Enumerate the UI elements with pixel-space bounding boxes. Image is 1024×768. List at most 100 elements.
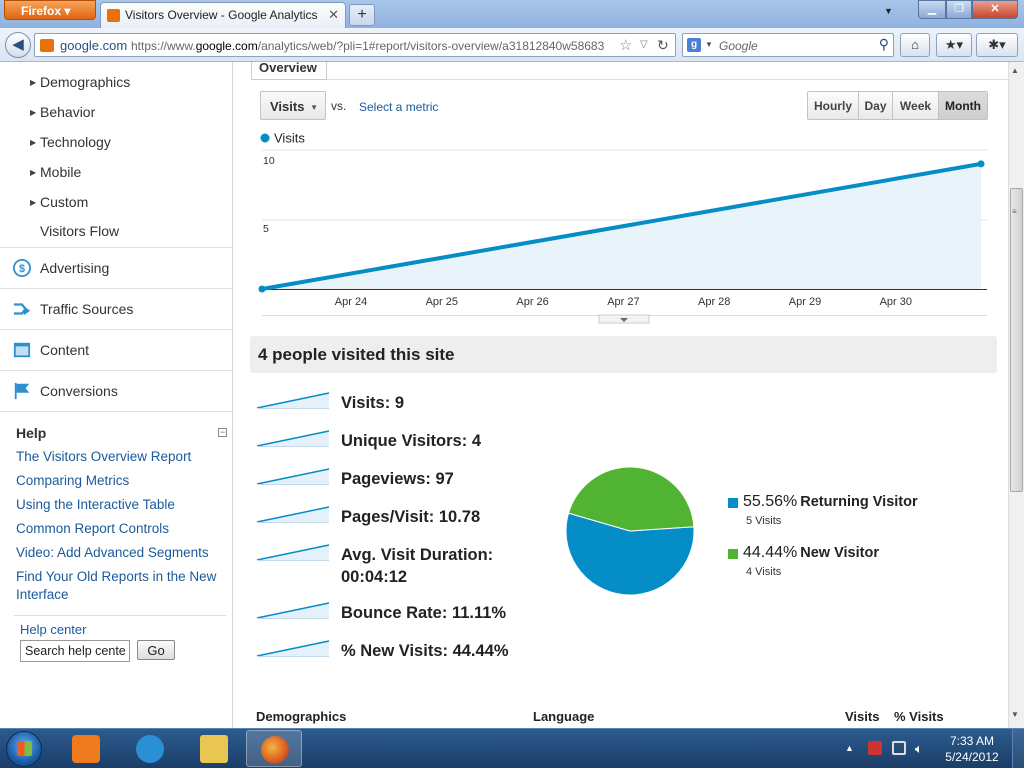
range-month-button[interactable]: Month [938,92,987,119]
tab-list-chevron-down-icon[interactable]: ▼ [884,6,893,16]
sidebar-item-mobile[interactable]: ▶ Mobile [30,164,81,180]
data-point-end[interactable] [977,160,985,168]
sidebar-section-content[interactable]: Content [0,329,232,370]
window-minimize-button[interactable]: ▁ [918,0,946,19]
window-titlebar: Firefox ▾ Visitors Overview - Google Ana… [0,0,1024,28]
dollar-icon: $ [13,259,31,277]
help-link-report-controls[interactable]: Common Report Controls [16,521,170,536]
tab-overview[interactable]: Overview [251,62,327,80]
new-tab-button[interactable]: + [349,4,375,26]
start-button[interactable] [6,731,42,767]
metric-text: Pageviews: 97 [341,468,454,490]
help-collapse-icon[interactable]: − [218,427,227,437]
search-magnifier-icon[interactable]: ⚲ [878,36,889,52]
legend-label: New Visitor [800,545,879,561]
metric-text: Bounce Rate: 11.11% [341,602,506,624]
url-prefix: https://www. [131,39,196,53]
data-point-start[interactable] [258,285,266,293]
clock-date[interactable]: 5/24/2012 [945,750,999,764]
window-maximize-button[interactable]: ❐ [946,0,972,19]
search-bar[interactable]: g ▼ Google ⚲ [682,33,894,57]
metric-label: Avg. Visit Duration: [341,546,494,564]
metric-select[interactable]: Visits ▼ [260,91,326,120]
sidebar-item-custom[interactable]: ▶ Custom [30,194,88,210]
taskbar-internet-explorer[interactable] [122,730,178,767]
internet-explorer-icon [136,735,164,763]
scroll-down-arrow-icon[interactable]: ▼ [1011,710,1019,719]
search-engine-chevron-down-icon[interactable]: ▼ [705,40,713,49]
tab-close-icon[interactable]: ✕ [328,7,339,22]
sidebar-item-label: Demographics [40,74,131,90]
metric-value: 11.11% [451,604,507,622]
sidebar-item-technology[interactable]: ▶ Technology [30,134,111,150]
google-search-engine-icon[interactable]: g [687,38,701,52]
sidebar-section-advertising[interactable]: $ Advertising [0,247,232,288]
tray-expand-icon[interactable]: ▲ [845,743,854,753]
legend-label: Visits [274,131,305,146]
select-metric-link[interactable]: Select a metric [359,100,439,114]
taskbar-firefox[interactable] [246,730,302,767]
firefox-menu-button[interactable]: Firefox ▾ [4,0,96,20]
visitor-type-pie-chart [565,466,695,596]
reload-icon[interactable]: ↻ [657,37,669,53]
sidebar-section-conversions[interactable]: Conversions [0,370,232,411]
help-link-visitors-overview[interactable]: The Visitors Overview Report [16,449,192,464]
url-text[interactable]: https://www.google.com/analytics/web/?pl… [131,39,615,53]
help-link-old-reports[interactable]: Find Your Old Reports in the New Interfa… [16,569,217,602]
range-week-button[interactable]: Week [892,92,938,119]
sidebar-item-behavior[interactable]: ▶ Behavior [30,104,95,120]
sidebar-item-demographics[interactable]: ▶ Demographics [30,74,130,90]
sidebar-section-traffic-sources[interactable]: Traffic Sources [0,288,232,329]
taskbar-file-explorer[interactable] [186,730,242,767]
action-center-flag-icon[interactable] [868,741,882,755]
window-close-button[interactable]: ✕ [972,0,1018,19]
x-tick-label: Apr 27 [607,296,639,308]
windows-taskbar: ▲ 🔈︎ 7:33 AM 5/24/2012 [0,728,1024,768]
home-button[interactable]: ⌂ [900,33,930,57]
help-center-link[interactable]: Help center [20,622,87,637]
help-link-interactive-table[interactable]: Using the Interactive Table [16,497,175,512]
svg-text:$: $ [19,263,25,275]
bookmarks-menu-button[interactable]: ★▾ [936,33,972,57]
url-history-chevron-down-icon[interactable]: ▽ [640,39,648,50]
page-scrollbar[interactable]: ▲ ≡ ▼ [1008,62,1024,728]
x-tick-label: Apr 26 [516,296,548,308]
sparkline [256,640,330,657]
traffic-arrows-icon [13,303,31,316]
help-link-advanced-segments-video[interactable]: Video: Add Advanced Segments [16,545,209,560]
site-identity-domain[interactable]: google.com [60,38,128,53]
metric-text: Pages/Visit: 10.78 [341,506,480,528]
metric-3: Pages/Visit: 10.78 [234,503,564,537]
metric-value: 44.44% [452,642,509,660]
pie-slice-returning-visitor[interactable] [565,512,695,596]
metric-value: 00:04:12 [341,568,408,586]
show-desktop-button[interactable] [1012,729,1024,768]
range-day-button[interactable]: Day [858,92,892,119]
url-bar[interactable]: google.com https://www.google.com/analyt… [34,33,676,57]
expand-triangle-icon: ▶ [30,138,37,147]
volume-icon[interactable]: 🔈︎ [915,741,923,756]
taskbar-media-player[interactable] [58,730,114,767]
addon-button[interactable]: ✱▾ [976,33,1018,57]
network-icon[interactable] [892,741,906,755]
content-page-icon [13,342,31,358]
metric-6: % New Visits: 44.44% [234,637,564,671]
scroll-thumb[interactable] [1010,188,1023,492]
site-identity-icon[interactable] [40,39,54,52]
range-hourly-button[interactable]: Hourly [808,92,858,119]
tab-visitors-overview[interactable]: Visitors Overview - Google Analytics ✕ [100,2,346,28]
clock-time[interactable]: 7:33 AM [949,734,995,748]
sidebar-item-visitors-flow[interactable]: Visitors Flow [40,223,120,239]
scroll-up-arrow-icon[interactable]: ▲ [1011,66,1019,75]
sidebar-item-label: Behavior [40,104,96,120]
demographics-heading: Demographics [256,709,347,724]
bookmark-star-icon[interactable]: ☆ [619,37,633,54]
help-go-button[interactable]: Go [137,640,175,660]
help-search-input[interactable] [20,640,130,662]
scroll-grip-icon: ≡ [1012,207,1017,216]
help-link-comparing-metrics[interactable]: Comparing Metrics [16,473,130,488]
metric-text: % New Visits: 44.44% [341,640,509,662]
pie-slice-new-visitor[interactable] [567,466,695,532]
back-button[interactable]: ◀ [5,32,31,58]
search-placeholder[interactable]: Google [719,39,758,53]
